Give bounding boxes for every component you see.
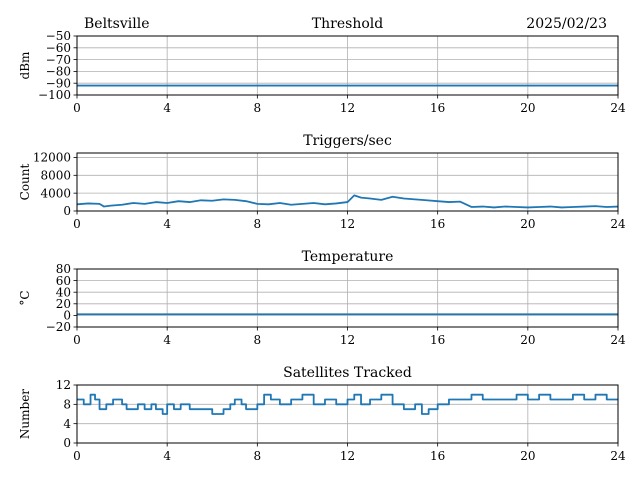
x-tick-label: 16: [430, 101, 445, 115]
panel-title: Temperature: [302, 249, 394, 265]
x-tick-label: 8: [254, 449, 262, 463]
x-tick-label: 20: [520, 217, 535, 231]
y-tick-label: −20: [46, 320, 71, 334]
y-axis-label: Count: [18, 163, 32, 200]
y-tick-label: 12: [56, 378, 71, 392]
y-axis-label: dBm: [18, 51, 32, 80]
y-tick-label: −80: [46, 65, 71, 79]
y-tick-label: −100: [38, 88, 71, 102]
y-tick-label: −60: [46, 41, 71, 55]
x-tick-label: 24: [610, 217, 626, 231]
x-tick-label: 12: [340, 217, 355, 231]
y-tick-label: −90: [46, 76, 71, 90]
y-tick-label: 4: [63, 417, 71, 431]
y-tick-label: 8: [63, 398, 71, 412]
x-tick-label: 4: [163, 449, 171, 463]
y-tick-label: 0: [63, 204, 71, 218]
y-tick-label: 20: [56, 297, 71, 311]
panel-2: 0 4 8 12 16 20 24 0 4000 8000 12000 Triggers/sec Cou…: [18, 133, 626, 231]
x-tick-label: 4: [163, 217, 171, 231]
x-tick-label: 16: [430, 333, 445, 347]
y-tick-label: 80: [56, 262, 71, 276]
x-tick-label: 8: [254, 101, 262, 115]
y-tick-label: 4000: [40, 186, 71, 200]
y-axis-label: Number: [18, 389, 32, 439]
panel-4: 0 4 8 12 16 20 24 0 4 8 12 Satellites Tracked Number: [18, 365, 626, 463]
x-tick-label: 20: [520, 449, 535, 463]
x-tick-label: 24: [610, 101, 626, 115]
x-tick-label: 16: [430, 217, 445, 231]
y-tick-label: 0: [63, 309, 71, 323]
x-tick-label: 16: [430, 449, 445, 463]
x-tick-label: 0: [73, 333, 81, 347]
x-tick-label: 8: [254, 333, 262, 347]
x-tick-label: 4: [163, 333, 171, 347]
x-tick-label: 8: [254, 217, 262, 231]
series-line: [77, 393, 618, 415]
y-tick-label: 40: [56, 285, 71, 299]
y-tick-label: −50: [46, 29, 71, 43]
y-tick-label: 12000: [33, 151, 71, 165]
x-tick-label: 20: [520, 101, 535, 115]
x-tick-label: 12: [340, 101, 355, 115]
panels: 0 4 8 12 16 20 24 −50−60−70−80−90−100 Threshold d…: [18, 16, 626, 463]
x-tick-label: 0: [73, 101, 81, 115]
x-tick-label: 4: [163, 101, 171, 115]
x-tick-label: 20: [520, 333, 535, 347]
x-tick-label: 0: [73, 217, 81, 231]
x-tick-label: 0: [73, 449, 81, 463]
header-date: 2025/02/23: [526, 16, 607, 32]
x-tick-label: 12: [340, 449, 355, 463]
x-tick-label: 12: [340, 333, 355, 347]
y-tick-label: −70: [46, 53, 71, 67]
panel-title: Satellites Tracked: [283, 365, 412, 381]
series-line: [76, 194, 619, 209]
x-tick-label: 24: [610, 449, 626, 463]
panel-1: 0 4 8 12 16 20 24 −50−60−70−80−90−100 Threshold d…: [18, 16, 626, 115]
panel-title: Triggers/sec: [303, 133, 392, 149]
y-tick-label: 0: [63, 436, 71, 450]
x-tick-label: 24: [610, 333, 626, 347]
y-tick-label: 60: [56, 274, 71, 288]
y-tick-label: 8000: [40, 169, 71, 183]
y-axis-label: °C: [18, 290, 32, 305]
header-location: Beltsville: [84, 16, 150, 32]
panel-title: Threshold: [312, 16, 383, 32]
